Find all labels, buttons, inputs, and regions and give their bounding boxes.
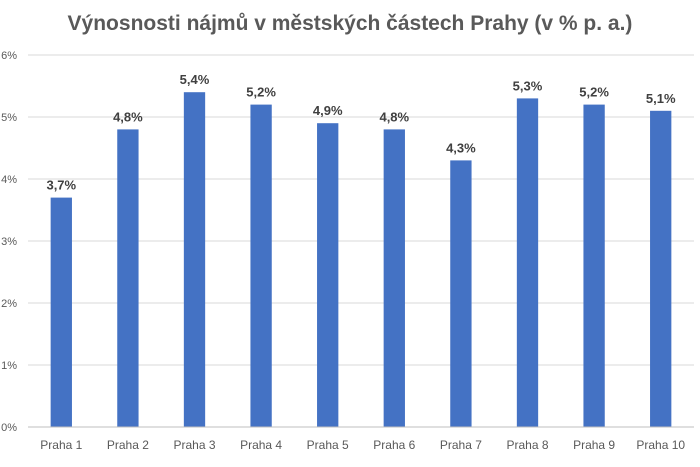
gridlines <box>28 54 694 366</box>
data-label: 3,7% <box>46 178 76 193</box>
x-category-label: Praha 5 <box>307 438 349 452</box>
bar <box>183 92 206 427</box>
chart-title: Výnosnosti nájmů v městských částech Pra… <box>68 12 633 35</box>
data-label: 4,3% <box>446 140 476 155</box>
data-label: 4,8% <box>113 109 143 124</box>
data-label: 5,1% <box>646 91 676 106</box>
x-category-label: Praha 9 <box>573 438 615 452</box>
data-label: 5,3% <box>513 78 543 93</box>
x-category-label: Praha 10 <box>636 438 685 452</box>
data-labels: 3,7% 4,8% 5,4% 5,2% 4,9% 4,8% 4,3% 5,3% 5,2% 5,1% <box>46 72 675 192</box>
x-category-label: Praha 4 <box>240 438 282 452</box>
y-tick-label: 2% <box>1 298 17 310</box>
bars <box>50 92 672 428</box>
bar <box>250 104 272 427</box>
bar <box>450 160 472 427</box>
x-category-label: Praha 1 <box>40 438 82 452</box>
bar <box>317 123 339 427</box>
y-tick-label: 0% <box>1 422 17 434</box>
y-tick-label: 3% <box>1 236 17 248</box>
data-label: 4,9% <box>313 103 343 118</box>
y-tick-label: 4% <box>1 174 17 186</box>
x-category-label: Praha 2 <box>107 438 149 452</box>
y-tick-label: 1% <box>1 360 17 372</box>
bar <box>383 129 405 427</box>
y-tick-label: 6% <box>1 50 17 62</box>
x-category-label: Praha 3 <box>173 438 215 452</box>
bar <box>117 129 139 427</box>
x-category-label: Praha 6 <box>373 438 415 452</box>
bar <box>50 197 72 427</box>
data-label: 5,2% <box>246 85 276 100</box>
x-category-label: Praha 8 <box>506 438 548 452</box>
bar <box>650 110 672 428</box>
data-label: 4,8% <box>379 109 409 124</box>
bar <box>583 104 605 427</box>
data-label: 5,2% <box>579 85 609 100</box>
x-category-label: Praha 7 <box>440 438 482 452</box>
y-axis-tick-labels: 0% 1% 2% 3% 4% 5% 6% <box>1 50 17 434</box>
bar <box>516 98 539 428</box>
data-label: 5,4% <box>180 72 210 87</box>
x-axis-category-labels: Praha 1 Praha 2 Praha 3 Praha 4 Praha 5 Praha… <box>40 438 685 452</box>
y-tick-label: 5% <box>1 112 17 124</box>
